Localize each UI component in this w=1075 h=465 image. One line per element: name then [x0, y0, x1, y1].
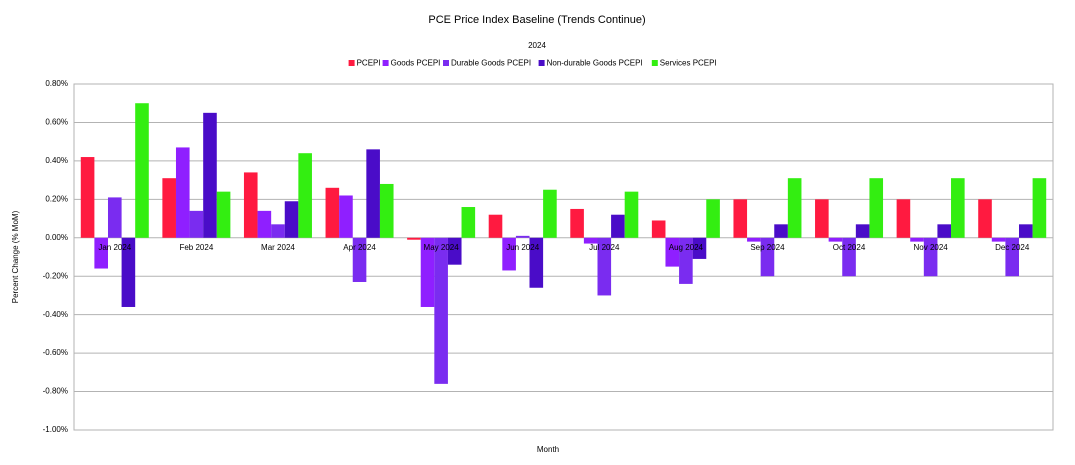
bar	[80, 157, 95, 238]
legend-swatch	[538, 60, 545, 66]
y-tick-label: 0.40%	[45, 156, 68, 165]
x-tick-label: May 2024	[424, 243, 460, 252]
x-tick-label: Dec 2024	[995, 243, 1030, 252]
bar	[869, 178, 884, 238]
bar	[352, 237, 367, 282]
bar	[1005, 237, 1020, 277]
bar	[271, 224, 285, 238]
y-tick-label: -0.20%	[43, 271, 68, 280]
bar	[747, 237, 761, 242]
bar	[121, 237, 136, 307]
bar	[502, 237, 516, 271]
bar	[760, 237, 775, 277]
bar	[570, 208, 584, 238]
y-tick-label: 0.00%	[45, 233, 68, 242]
x-tick-label: Aug 2024	[669, 243, 704, 252]
bar	[991, 237, 1006, 242]
bar	[774, 224, 788, 238]
legend-swatch	[651, 60, 658, 66]
y-tick-label: 0.80%	[45, 79, 68, 88]
y-tick-label: -1.00%	[43, 425, 68, 434]
bar	[679, 237, 693, 284]
bar	[855, 224, 870, 238]
bar	[651, 220, 666, 238]
bar	[896, 199, 911, 238]
legend-swatch	[348, 60, 355, 66]
bar	[107, 197, 122, 238]
bar	[515, 235, 530, 238]
x-tick-label: Oct 2024	[833, 243, 866, 252]
legend-label: Goods PCEPI	[391, 59, 441, 68]
bar	[611, 214, 625, 238]
bar	[1019, 224, 1033, 238]
bar	[162, 178, 176, 238]
y-tick-label: 0.60%	[45, 118, 68, 127]
bar	[175, 147, 190, 238]
bar	[543, 189, 557, 238]
x-tick-label: Mar 2024	[261, 243, 295, 252]
bar	[692, 237, 707, 259]
bar	[529, 237, 544, 288]
bar	[815, 199, 829, 238]
bar	[216, 191, 231, 238]
bar	[325, 187, 340, 238]
bar	[379, 183, 394, 238]
bar	[978, 199, 992, 238]
x-axis-label: Month	[537, 445, 559, 454]
bar	[339, 195, 353, 238]
x-tick-label: Jun 2024	[506, 243, 539, 252]
bar	[583, 237, 598, 244]
x-tick-label: Sep 2024	[750, 243, 785, 252]
bar	[407, 237, 421, 240]
bar	[733, 199, 748, 238]
bar	[203, 112, 217, 238]
chart-title: PCE Price Index Baseline (Trends Continu…	[428, 14, 645, 26]
bar	[597, 237, 612, 296]
y-axis-label: Percent Change (% MoM)	[11, 210, 20, 303]
bar	[951, 178, 965, 238]
legend-label: Durable Goods PCEPI	[451, 59, 531, 68]
bar	[665, 237, 680, 267]
bar	[488, 214, 503, 238]
bar	[434, 237, 448, 384]
bar	[842, 237, 856, 277]
bar	[624, 191, 639, 238]
bar	[284, 201, 299, 238]
bar	[298, 153, 312, 238]
y-tick-label: -0.60%	[43, 348, 68, 357]
legend-label: Non-durable Goods PCEPI	[547, 59, 643, 68]
bar	[420, 237, 435, 307]
x-tick-label: Jul 2024	[589, 243, 620, 252]
legend-label: PCEPI	[357, 59, 381, 68]
bar	[461, 207, 476, 238]
bar	[937, 224, 952, 238]
bar	[923, 237, 938, 277]
bar	[189, 210, 204, 238]
x-tick-label: Jan 2024	[98, 243, 131, 252]
legend-swatch	[443, 60, 449, 66]
bar	[135, 103, 149, 238]
bar	[243, 172, 258, 238]
bar	[1032, 178, 1047, 238]
plot-border	[73, 83, 1054, 431]
bar	[257, 210, 272, 238]
chart-subtitle: 2024	[528, 41, 546, 50]
legend-swatch	[382, 60, 389, 66]
x-tick-label: Nov 2024	[914, 243, 949, 252]
bar	[787, 178, 802, 238]
bar	[366, 149, 380, 238]
bar	[447, 237, 462, 265]
bar	[94, 237, 108, 269]
y-tick-label: 0.20%	[45, 194, 68, 203]
y-tick-label: -0.80%	[43, 387, 68, 396]
x-tick-label: Feb 2024	[179, 243, 213, 252]
bar	[828, 237, 843, 242]
x-tick-label: Apr 2024	[343, 243, 376, 252]
y-tick-label: -0.40%	[43, 310, 68, 319]
legend-label: Services PCEPI	[660, 59, 717, 68]
bar	[706, 199, 720, 238]
bar	[910, 237, 924, 242]
